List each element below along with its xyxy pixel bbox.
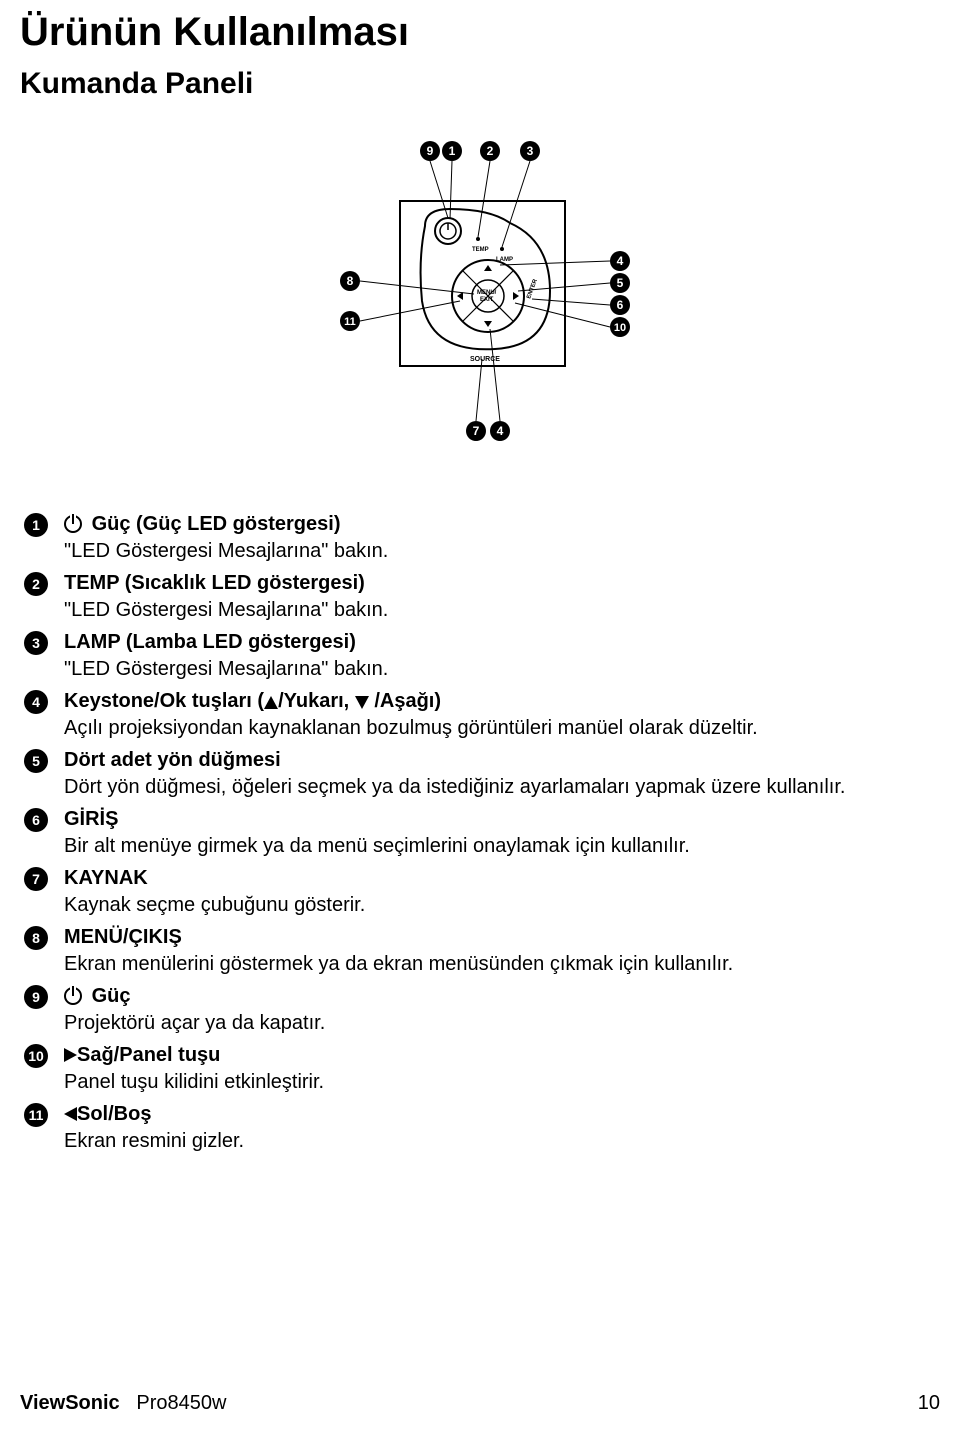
svg-text:TEMP: TEMP	[472, 247, 489, 253]
list-item: 5 Dört adet yön düğmesi Dört yön düğmesi…	[24, 747, 940, 801]
item-number: 3	[24, 631, 48, 655]
arrow-right-icon	[64, 1048, 77, 1062]
diagram-svg: TEMP LAMP MENU/ EXIT ENTER SOURCE 9 1 2 …	[250, 131, 710, 461]
list-item: 2 TEMP (Sıcaklık LED göstergesi) "LED Gö…	[24, 570, 940, 624]
page-footer: ViewSonic Pro8450w 10	[20, 1392, 940, 1415]
arrow-left-icon	[64, 1107, 77, 1121]
list-item: 6 GİRİŞ Bir alt menüye girmek ya da menü…	[24, 806, 940, 860]
section-subtitle: Kumanda Paneli	[20, 67, 940, 101]
item-number: 6	[24, 808, 48, 832]
list-item: 7 KAYNAK Kaynak seçme çubuğunu gösterir.	[24, 865, 940, 919]
arrow-down-icon	[355, 696, 369, 709]
svg-text:1: 1	[449, 144, 456, 158]
item-number: 11	[24, 1103, 48, 1127]
svg-text:MENU/: MENU/	[477, 290, 497, 296]
list-item: 1 Güç (Güç LED göstergesi) "LED Gösterge…	[24, 511, 940, 565]
item-number: 8	[24, 926, 48, 950]
power-icon	[64, 515, 82, 533]
items-list: 1 Güç (Güç LED göstergesi) "LED Gösterge…	[20, 511, 940, 1155]
arrow-up-icon	[264, 696, 278, 709]
list-item: 10 Sağ/Panel tuşu Panel tuşu kilidini et…	[24, 1042, 940, 1096]
svg-text:7: 7	[473, 424, 480, 438]
svg-text:9: 9	[427, 144, 434, 158]
page-number: 10	[918, 1392, 940, 1415]
footer-brand: ViewSonic	[20, 1392, 120, 1414]
list-item: 9 Güç Projektörü açar ya da kapatır.	[24, 983, 940, 1037]
svg-text:3: 3	[527, 144, 534, 158]
list-item: 4 Keystone/Ok tuşları (/Yukarı, /Aşağı) …	[24, 688, 940, 742]
item-number: 4	[24, 690, 48, 714]
svg-text:10: 10	[614, 322, 626, 334]
svg-text:11: 11	[344, 316, 356, 328]
svg-text:2: 2	[487, 144, 494, 158]
footer-model	[125, 1392, 136, 1414]
item-number: 10	[24, 1044, 48, 1068]
svg-text:5: 5	[617, 276, 624, 290]
svg-text:4: 4	[497, 424, 504, 438]
svg-text:8: 8	[347, 274, 354, 288]
list-item: 3 LAMP (Lamba LED göstergesi) "LED Göste…	[24, 629, 940, 683]
svg-text:EXIT: EXIT	[480, 297, 494, 303]
item-number: 7	[24, 867, 48, 891]
item-number: 2	[24, 572, 48, 596]
item-number: 5	[24, 749, 48, 773]
svg-text:4: 4	[617, 254, 624, 268]
control-panel-diagram: TEMP LAMP MENU/ EXIT ENTER SOURCE 9 1 2 …	[20, 131, 940, 461]
item-number: 1	[24, 513, 48, 537]
list-item: 8 MENÜ/ÇIKIŞ Ekran menülerini göstermek …	[24, 924, 940, 978]
svg-text:6: 6	[617, 298, 624, 312]
callout-b7: 7	[466, 359, 486, 441]
page-title: Ürünün Kullanılması	[20, 10, 940, 55]
list-item: 11 Sol/Boş Ekran resmini gizler.	[24, 1101, 940, 1155]
svg-text:SOURCE: SOURCE	[470, 356, 500, 363]
power-icon	[64, 987, 82, 1005]
item-number: 9	[24, 985, 48, 1009]
